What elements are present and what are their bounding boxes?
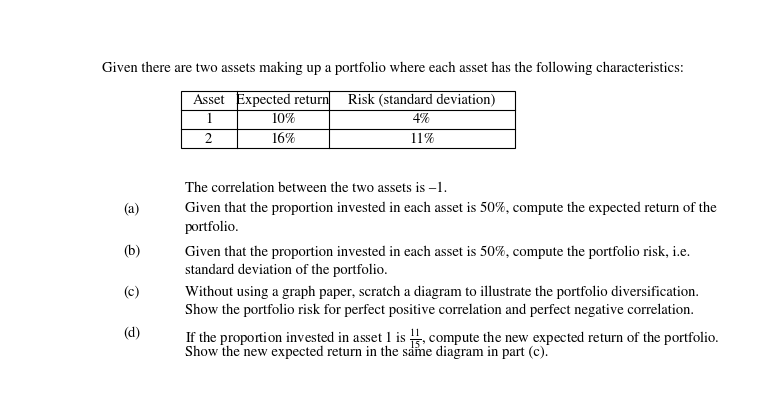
Text: 2: 2 <box>205 132 212 146</box>
Text: Risk (standard deviation): Risk (standard deviation) <box>348 94 496 107</box>
Text: 16%: 16% <box>270 132 295 146</box>
Text: Given there are two assets making up a portfolio where each asset has the follow: Given there are two assets making up a p… <box>103 62 684 75</box>
Text: Given that the proportion invested in each asset is 50%, compute the expected re: Given that the proportion invested in ea… <box>185 202 716 216</box>
Text: Show the new expected return in the same diagram in part (c).: Show the new expected return in the same… <box>185 345 548 359</box>
Bar <box>181 91 514 148</box>
Text: (c): (c) <box>123 285 140 298</box>
Text: portfolio.: portfolio. <box>185 220 240 234</box>
Text: If the proportion invested in asset 1 is $\mathregular{\frac{11}{15}}$, compute : If the proportion invested in asset 1 is… <box>185 327 719 351</box>
Text: Given that the proportion invested in each asset is 50%, compute the portfolio r: Given that the proportion invested in ea… <box>185 245 690 258</box>
Text: 10%: 10% <box>270 113 295 126</box>
Text: (d): (d) <box>123 327 140 340</box>
Text: standard deviation of the portfolio.: standard deviation of the portfolio. <box>185 264 388 277</box>
Text: 11%: 11% <box>409 132 435 146</box>
Text: The correlation between the two assets is –1.: The correlation between the two assets i… <box>185 182 447 195</box>
Text: Without using a graph paper, scratch a diagram to illustrate the portfolio diver: Without using a graph paper, scratch a d… <box>185 285 699 298</box>
Text: (a): (a) <box>123 202 140 215</box>
Text: (b): (b) <box>123 245 140 258</box>
Text: Asset: Asset <box>193 94 225 107</box>
Text: 4%: 4% <box>413 113 431 126</box>
Text: 1: 1 <box>205 113 212 126</box>
Text: Expected return: Expected return <box>236 94 329 107</box>
Text: Show the portfolio risk for perfect positive correlation and perfect negative co: Show the portfolio risk for perfect posi… <box>185 304 694 317</box>
